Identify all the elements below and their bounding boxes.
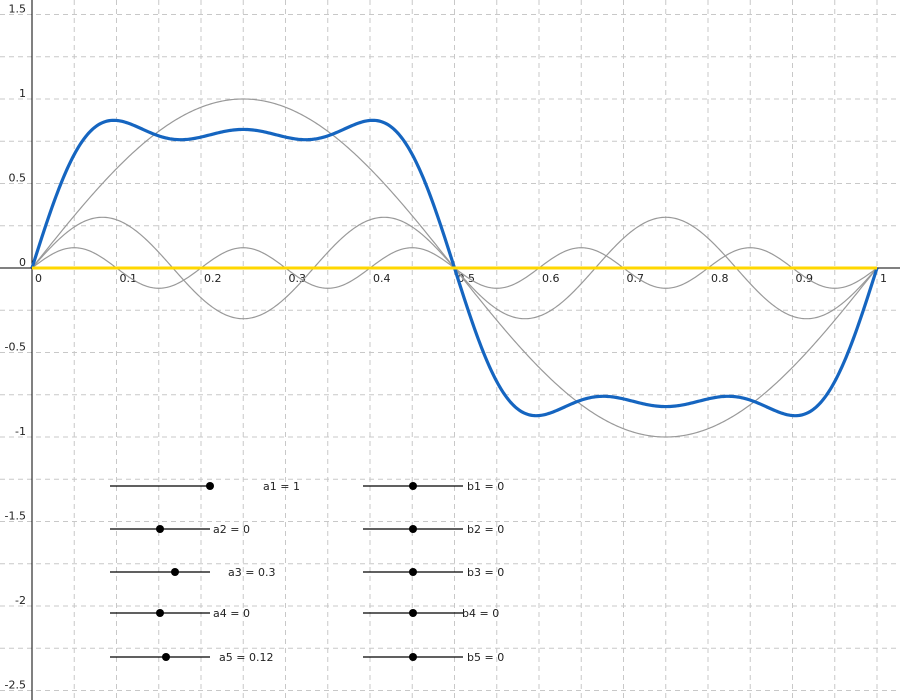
y-tick-label: 0 — [19, 256, 26, 269]
slider-handle[interactable] — [156, 609, 164, 617]
slider-handle[interactable] — [171, 568, 179, 576]
slider-handle[interactable] — [409, 482, 417, 490]
x-tick-label: 0.9 — [796, 272, 814, 285]
y-tick-label: -2.5 — [5, 679, 26, 692]
y-tick-label: -2 — [15, 594, 26, 607]
x-tick-label: 0.8 — [711, 272, 729, 285]
x-tick-label: 0.2 — [204, 272, 222, 285]
slider-label: a4 = 0 — [213, 607, 250, 620]
y-tick-label: -0.5 — [5, 341, 26, 354]
y-tick-label: 0.5 — [9, 172, 27, 185]
slider-label: a3 = 0.3 — [228, 566, 275, 579]
slider-handle[interactable] — [409, 609, 417, 617]
x-tick-label: 0.4 — [373, 272, 391, 285]
slider-label: a1 = 1 — [263, 480, 300, 493]
y-tick-label: 1 — [19, 87, 26, 100]
slider-label: a5 = 0.12 — [219, 651, 273, 664]
slider-label: b3 = 0 — [467, 566, 504, 579]
x-tick-label: 0.3 — [289, 272, 307, 285]
slider-handle[interactable] — [409, 568, 417, 576]
y-tick-label: -1.5 — [5, 510, 26, 523]
slider-handle[interactable] — [409, 653, 417, 661]
slider-label: b1 = 0 — [467, 480, 504, 493]
x-tick-label: 1 — [880, 272, 887, 285]
slider-label: b4 = 0 — [462, 607, 499, 620]
x-tick-label: 0 — [35, 272, 42, 285]
slider-label: b2 = 0 — [467, 523, 504, 536]
y-tick-label: 1.5 — [9, 3, 27, 16]
slider-label: a2 = 0 — [213, 523, 250, 536]
x-tick-label: 0.5 — [458, 272, 476, 285]
slider-handle[interactable] — [162, 653, 170, 661]
x-tick-label: 0.7 — [627, 272, 645, 285]
x-tick-label: 0.6 — [542, 272, 560, 285]
slider-handle[interactable] — [156, 525, 164, 533]
slider-label: b5 = 0 — [467, 651, 504, 664]
x-tick-label: 0.1 — [120, 272, 138, 285]
slider-handle[interactable] — [206, 482, 214, 490]
slider-handle[interactable] — [409, 525, 417, 533]
y-tick-label: -1 — [15, 425, 26, 438]
